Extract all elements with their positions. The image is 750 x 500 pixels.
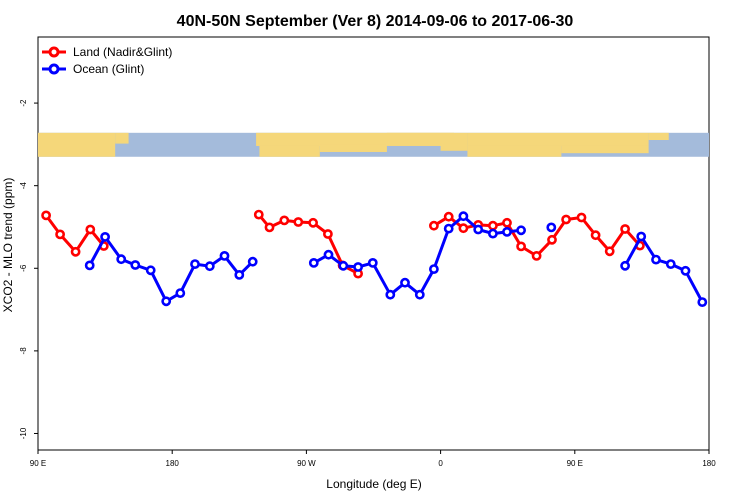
series-ocean-point	[308, 257, 319, 268]
series-ocean-point	[620, 260, 630, 271]
series-land-point	[590, 230, 601, 241]
series-ocean-point	[234, 269, 245, 280]
x-tick-label: 90 E	[30, 459, 46, 468]
series-land-point	[561, 214, 571, 225]
series-land-line	[44, 214, 105, 254]
y-tick-label: -10	[19, 427, 28, 439]
series-ocean-point	[400, 277, 410, 288]
series-ocean-point	[516, 225, 526, 236]
series-ocean-point	[502, 226, 512, 237]
map-land	[259, 145, 320, 157]
series-ocean-point	[458, 211, 469, 222]
series-ocean-point	[487, 228, 498, 239]
legend-ocean-marker	[48, 63, 60, 75]
series-ocean-point	[84, 260, 95, 271]
x-tick-label: 90 E	[567, 459, 583, 468]
series-ocean-point	[385, 289, 396, 300]
map-land	[440, 132, 468, 151]
series-land-point	[293, 217, 304, 227]
series-land-point	[458, 223, 469, 234]
map-land	[467, 145, 562, 157]
series-ocean-point	[204, 261, 215, 272]
map-land	[386, 132, 441, 143]
series-land-point	[85, 224, 96, 235]
series-land-point	[70, 246, 81, 257]
series-ocean-point	[665, 259, 676, 269]
legend-land-label: Land (Nadir&Glint)	[73, 45, 172, 59]
series-land-point	[264, 222, 275, 233]
series-ocean-point	[175, 288, 186, 298]
series-ocean-point	[219, 250, 230, 261]
y-tick-label: -4	[19, 182, 28, 190]
series-ocean-point	[680, 265, 691, 276]
map-land	[319, 144, 387, 152]
y-tick-label: -2	[19, 99, 28, 107]
series-land-point	[516, 241, 526, 252]
series-land-point	[531, 250, 542, 261]
series-land-point	[576, 212, 587, 223]
series-land-point	[279, 215, 290, 226]
y-axis-label: XCO2 - MLO trend (ppm)	[1, 178, 15, 313]
series-ocean-point	[546, 222, 557, 233]
legend: Land (Nadir&Glint) Ocean (Glint)	[42, 45, 172, 76]
legend-item-ocean: Ocean (Glint)	[42, 62, 144, 76]
x-tick-label: 180	[702, 459, 716, 468]
series-ocean-point	[190, 259, 200, 269]
series-land-point	[308, 217, 318, 228]
y-tick-label: -8	[19, 347, 28, 355]
map-land	[561, 145, 649, 154]
series-ocean-point	[145, 265, 156, 276]
series-ocean-point	[100, 231, 110, 242]
series-ocean-point	[428, 264, 439, 274]
series-land-point	[55, 229, 65, 240]
series-ocean-line	[88, 235, 254, 303]
series-land-point	[620, 224, 630, 234]
world-map-strip	[38, 132, 709, 157]
series-ocean-point	[443, 223, 454, 234]
y-tick-label: -6	[19, 264, 28, 272]
plot-frame	[37, 36, 710, 451]
series-ocean-point	[636, 231, 647, 242]
series-ocean-point	[473, 224, 484, 235]
series-layer	[41, 209, 708, 307]
series-land-point	[322, 229, 333, 239]
series-ocean-point	[323, 249, 334, 260]
chart-title: 40N-50N September (Ver 8) 2014-09-06 to …	[177, 13, 574, 30]
series-land-point	[443, 211, 454, 222]
legend-land-marker	[48, 46, 60, 58]
series-land-point	[253, 209, 264, 220]
x-axis-label: Longitude (deg E)	[326, 477, 421, 491]
legend-item-land: Land (Nadir&Glint)	[42, 45, 172, 59]
series-ocean-line	[623, 235, 704, 303]
legend-ocean-label: Ocean (Glint)	[73, 62, 144, 76]
series-ocean-point	[367, 257, 378, 268]
series-ocean-point	[247, 256, 258, 267]
x-axis: 90 E 180 90 W 0 90 E 180	[30, 450, 716, 468]
map-land	[467, 132, 649, 146]
series-land-point	[487, 220, 498, 231]
series-ocean-point	[414, 289, 425, 300]
x-tick-label: 180	[166, 459, 180, 468]
map-land	[648, 132, 669, 141]
series-ocean-point	[697, 297, 708, 307]
series-ocean-point	[353, 262, 363, 272]
series-land-point	[547, 234, 557, 245]
map-land	[115, 132, 129, 144]
series-land-point	[41, 210, 51, 221]
y-axis: -2 -4 -6 -8 -10	[19, 99, 38, 439]
series-land-point	[502, 217, 512, 228]
series-ocean-point	[130, 260, 141, 270]
map-land	[38, 132, 116, 157]
series-ocean-point	[338, 260, 349, 271]
series-ocean-point	[161, 296, 172, 307]
x-tick-label: 90 W	[297, 459, 316, 468]
x-tick-label: 0	[438, 459, 443, 468]
series-land-point	[428, 220, 439, 231]
series-ocean-point	[651, 254, 661, 265]
series-land-point	[604, 246, 615, 257]
series-ocean-point	[116, 254, 127, 265]
